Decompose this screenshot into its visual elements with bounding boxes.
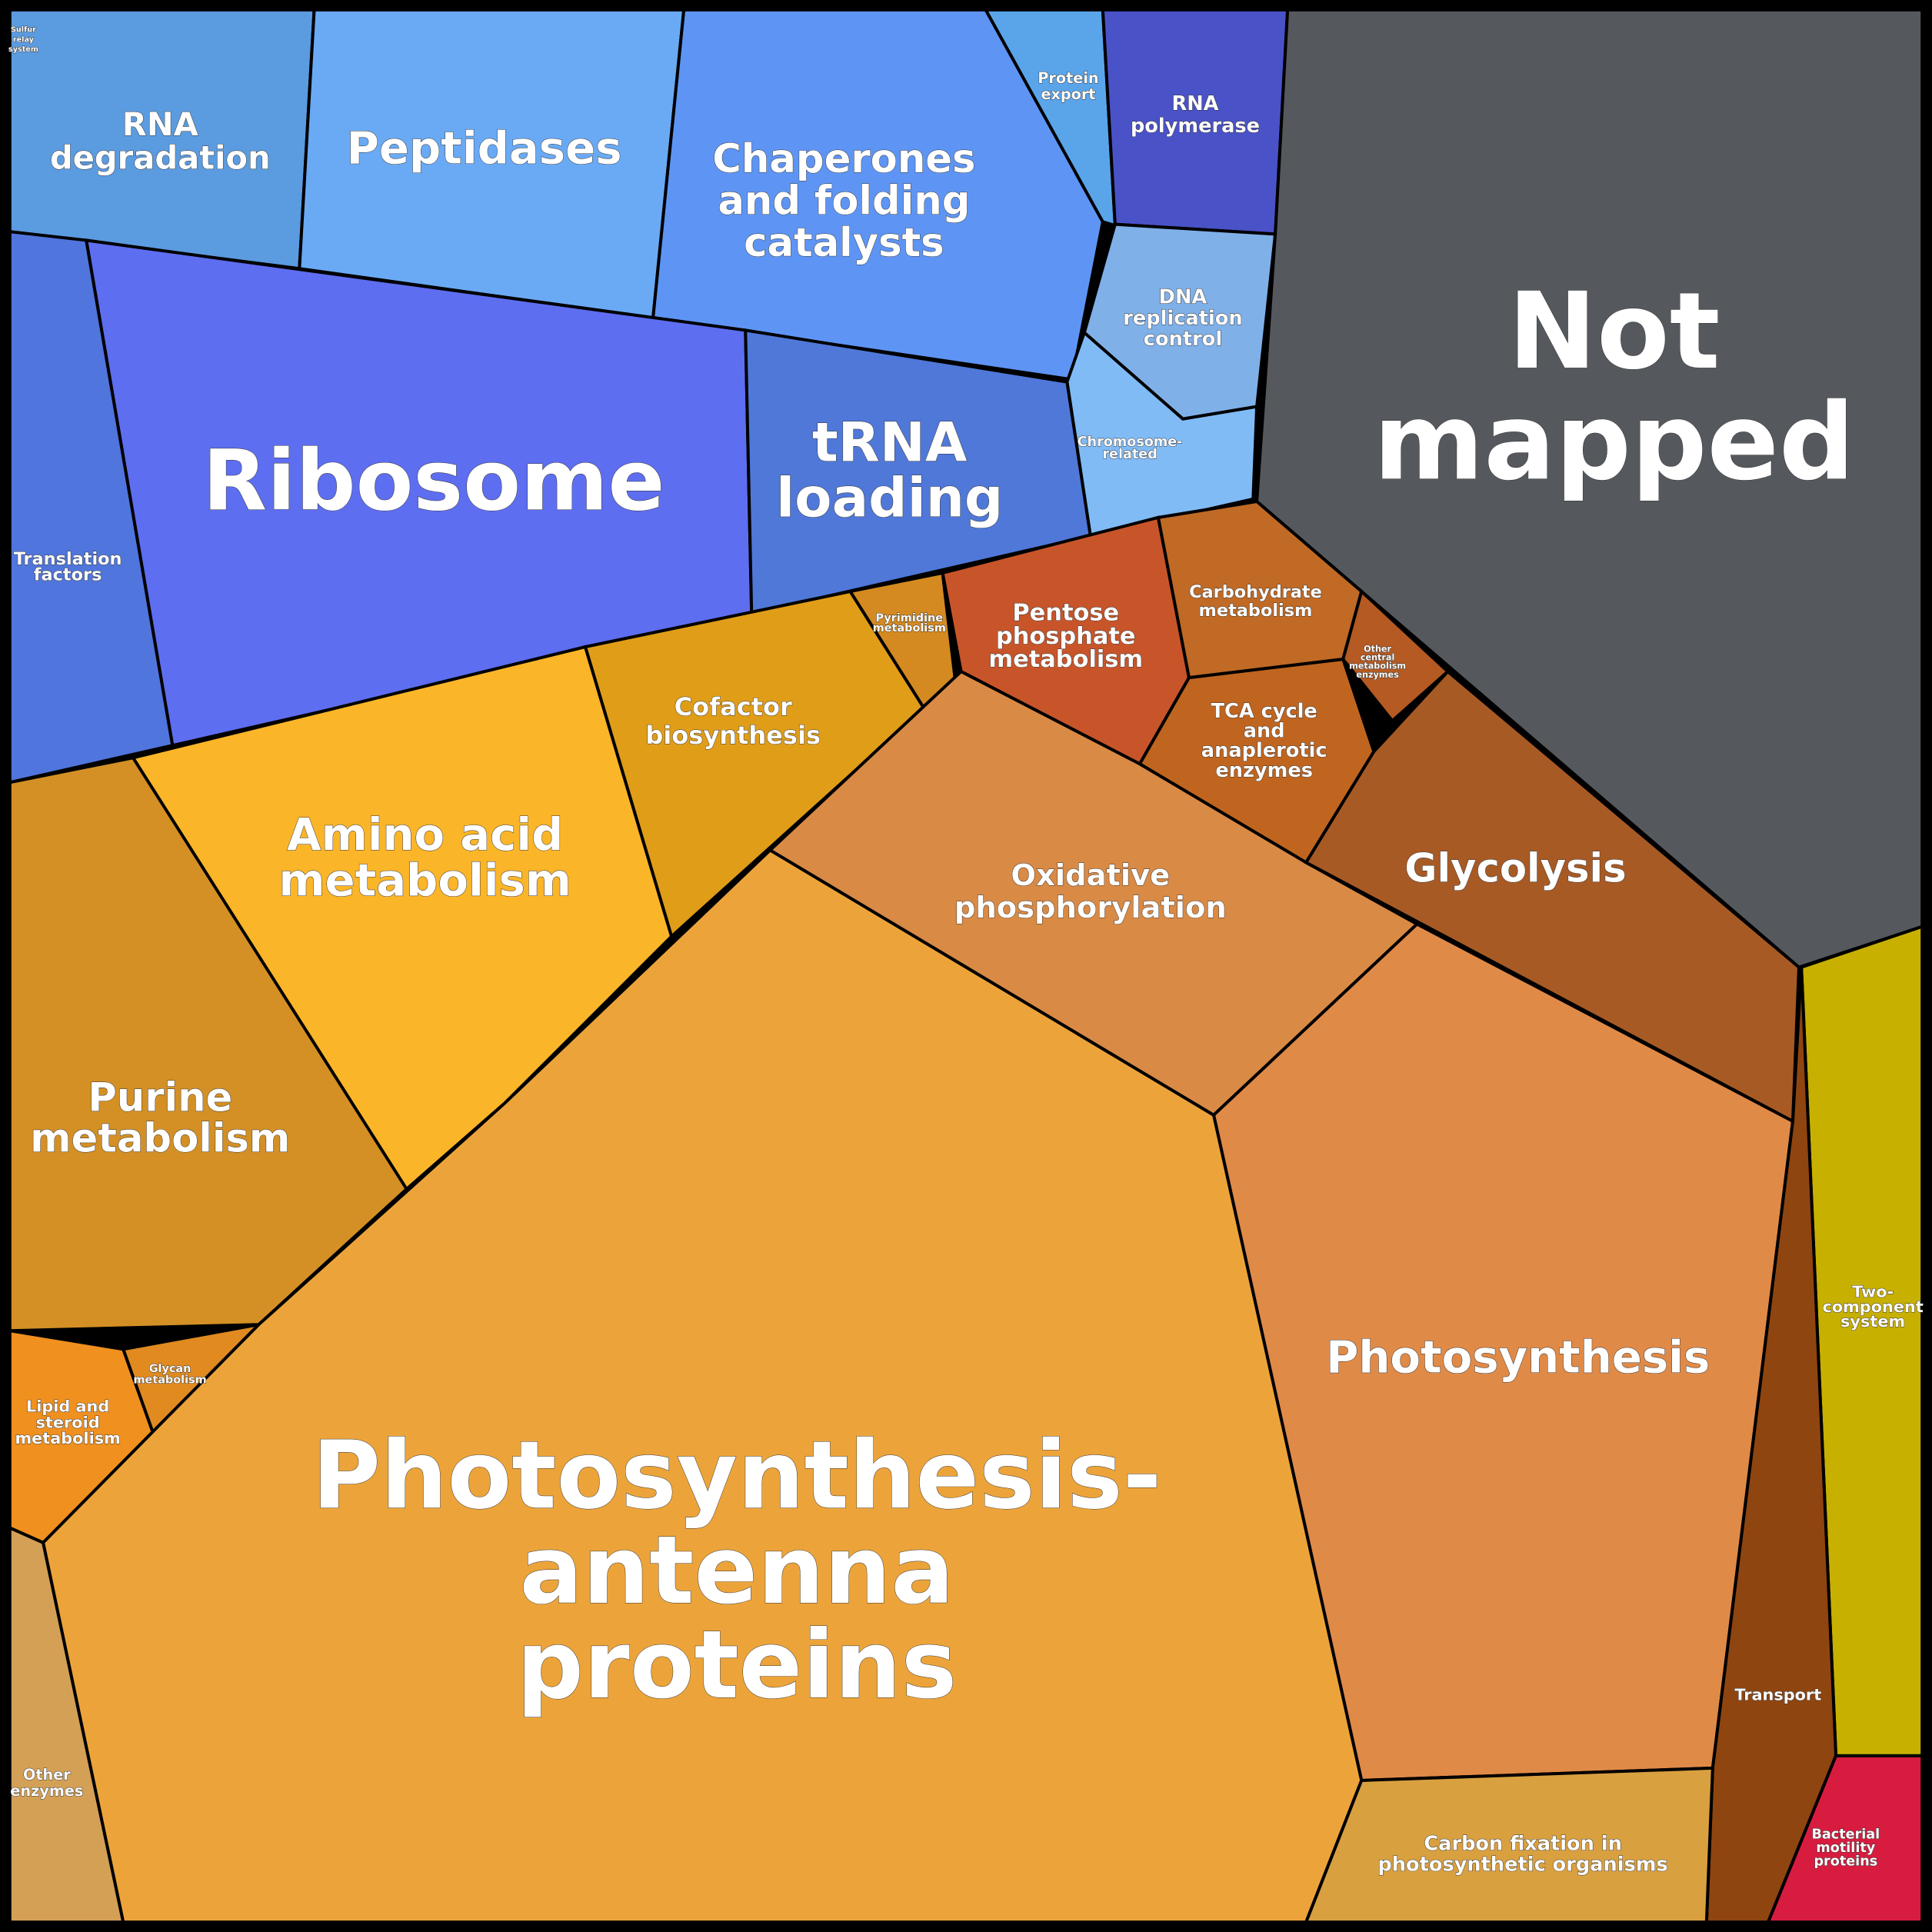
- region-label: antenna: [519, 1516, 954, 1625]
- region-label: Lipid and: [26, 1397, 109, 1416]
- region: [8, 229, 175, 784]
- region-label: Photosynthesis: [1326, 1331, 1710, 1383]
- region-label: RNA: [122, 105, 199, 143]
- region-label: factors: [34, 565, 102, 585]
- region-label: Pyrimidine: [876, 612, 944, 625]
- region-label: phosphorylation: [954, 891, 1227, 925]
- region: [1765, 1754, 1924, 1924]
- region-label: photosynthetic organisms: [1377, 1853, 1667, 1876]
- region: [1341, 588, 1451, 724]
- region-label: Glycolysis: [1404, 846, 1626, 892]
- region-label: tRNA: [812, 411, 968, 474]
- region-label: metabolism: [278, 854, 571, 906]
- region-label: RNA: [1171, 92, 1218, 115]
- region-label: Not: [1508, 270, 1720, 393]
- region-label: biosynthesis: [645, 721, 821, 750]
- region-label: DNA: [1159, 286, 1208, 309]
- region-label: Cofactor: [675, 692, 792, 721]
- region-label: enzymes: [10, 1782, 83, 1800]
- region-label: central: [1361, 652, 1395, 662]
- region-label: and: [1244, 720, 1285, 743]
- region-label: Bacterial: [1811, 1827, 1880, 1842]
- region-label: Chaperones: [712, 136, 975, 182]
- region-label: Chromosome-: [1078, 435, 1183, 450]
- region-label: anaplerotic: [1201, 739, 1327, 762]
- region-label: Other: [1364, 644, 1391, 654]
- region-label: Carbon fixation in: [1424, 1832, 1622, 1855]
- region-label: system: [8, 45, 38, 54]
- region-label: metabolism: [873, 622, 946, 635]
- region-label: motility: [1816, 1840, 1875, 1856]
- region-label: Peptidases: [347, 122, 622, 175]
- region-label: Pentose: [1012, 599, 1119, 626]
- region-label: control: [1144, 328, 1222, 351]
- region-label: enzymes: [1215, 759, 1313, 782]
- region-label: metabolism: [988, 646, 1143, 673]
- region-label: metabolism: [1199, 601, 1313, 621]
- region-label: mapped: [1374, 381, 1855, 504]
- region-label: metabolism: [30, 1115, 290, 1161]
- region-label: Glycan: [149, 1363, 192, 1375]
- region-label: TCA cycle: [1211, 700, 1317, 723]
- region-label: Sulfur: [11, 25, 36, 34]
- region-label: catalysts: [744, 220, 944, 266]
- region-label: relay: [13, 35, 35, 44]
- region-label: component: [1822, 1297, 1923, 1316]
- region-label: Transport: [1734, 1685, 1821, 1704]
- region-label: Ribosome: [202, 432, 665, 530]
- region-label: metabolism: [134, 1374, 207, 1386]
- region-label: Amino acid: [287, 808, 563, 861]
- region-label: phosphate: [996, 623, 1136, 650]
- region-label: related: [1102, 447, 1158, 462]
- region-label: metabolism: [1349, 661, 1406, 671]
- region-label: proteins: [517, 1611, 958, 1720]
- region-label: steroid: [36, 1413, 100, 1431]
- region-label: metabolism: [15, 1429, 120, 1447]
- region-label: Other: [23, 1766, 71, 1784]
- region-label: and folding: [718, 178, 970, 224]
- region-label: enzymes: [1356, 670, 1399, 680]
- region-label: proteins: [1814, 1854, 1877, 1870]
- region-label: Translation: [14, 549, 122, 569]
- region-label: Two-: [1852, 1283, 1894, 1301]
- region-label: Purine: [88, 1075, 232, 1121]
- region-label: system: [1840, 1312, 1905, 1331]
- region: [1304, 1766, 1714, 1924]
- region-label: replication: [1123, 307, 1242, 330]
- region-label: Protein: [1038, 69, 1098, 87]
- region: [651, 8, 1104, 381]
- region: [8, 1525, 125, 1924]
- region-label: export: [1041, 85, 1095, 103]
- region-label: degradation: [50, 138, 271, 176]
- region-label: loading: [776, 467, 1003, 530]
- region-label: Photosynthesis-: [312, 1421, 1162, 1530]
- region-label: polymerase: [1131, 115, 1260, 138]
- region-label: Carbohydrate: [1189, 582, 1322, 602]
- region-label: Oxidative: [1011, 858, 1170, 893]
